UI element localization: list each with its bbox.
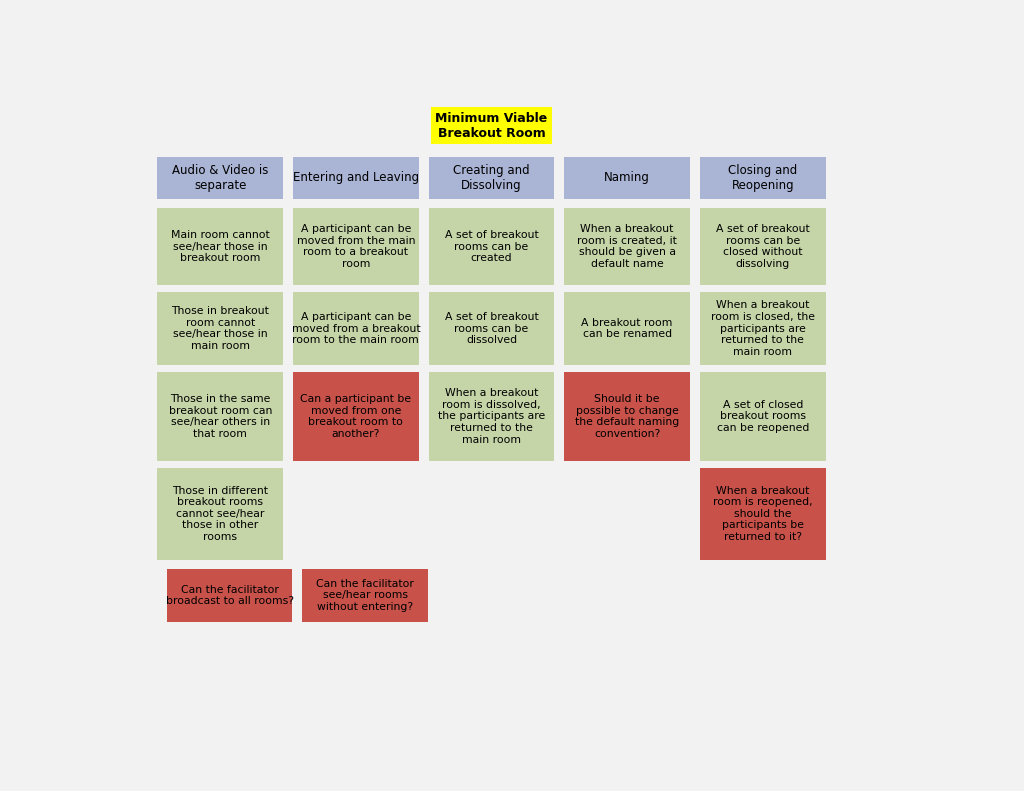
- Text: A set of breakout
rooms can be
dissolved: A set of breakout rooms can be dissolved: [444, 312, 539, 345]
- Text: A participant can be
moved from a breakout
room to the main room: A participant can be moved from a breako…: [292, 312, 420, 345]
- FancyBboxPatch shape: [293, 372, 419, 460]
- Text: Can a participant be
moved from one
breakout room to
another?: Can a participant be moved from one brea…: [300, 394, 412, 439]
- Text: A breakout room
can be renamed: A breakout room can be renamed: [582, 318, 673, 339]
- FancyBboxPatch shape: [700, 372, 825, 460]
- FancyBboxPatch shape: [564, 208, 690, 285]
- FancyBboxPatch shape: [564, 157, 690, 199]
- FancyBboxPatch shape: [429, 372, 554, 460]
- FancyBboxPatch shape: [158, 292, 283, 365]
- Text: Naming: Naming: [604, 171, 650, 184]
- Text: When a breakout
room is closed, the
participants are
returned to the
main room: When a breakout room is closed, the part…: [711, 301, 815, 357]
- FancyBboxPatch shape: [564, 372, 690, 460]
- FancyBboxPatch shape: [158, 157, 283, 199]
- Text: Those in different
breakout rooms
cannot see/hear
those in other
rooms: Those in different breakout rooms cannot…: [172, 486, 268, 542]
- FancyBboxPatch shape: [431, 108, 552, 144]
- Text: When a breakout
room is created, it
should be given a
default name: When a breakout room is created, it shou…: [578, 224, 677, 269]
- Text: A participant can be
moved from the main
room to a breakout
room: A participant can be moved from the main…: [297, 224, 415, 269]
- FancyBboxPatch shape: [700, 208, 825, 285]
- Text: Can the facilitator
broadcast to all rooms?: Can the facilitator broadcast to all roo…: [166, 585, 294, 606]
- FancyBboxPatch shape: [158, 208, 283, 285]
- Text: When a breakout
room is reopened,
should the
participants be
returned to it?: When a breakout room is reopened, should…: [713, 486, 812, 542]
- Text: Can the facilitator
see/hear rooms
without entering?: Can the facilitator see/hear rooms witho…: [316, 579, 414, 612]
- FancyBboxPatch shape: [293, 292, 419, 365]
- FancyBboxPatch shape: [293, 157, 419, 199]
- FancyBboxPatch shape: [564, 292, 690, 365]
- Text: Entering and Leaving: Entering and Leaving: [293, 171, 419, 184]
- FancyBboxPatch shape: [700, 292, 825, 365]
- FancyBboxPatch shape: [700, 157, 825, 199]
- FancyBboxPatch shape: [158, 467, 283, 560]
- Text: Those in the same
breakout room can
see/hear others in
that room: Those in the same breakout room can see/…: [169, 394, 272, 439]
- FancyBboxPatch shape: [293, 208, 419, 285]
- Text: When a breakout
room is dissolved,
the participants are
returned to the
main roo: When a breakout room is dissolved, the p…: [438, 388, 545, 445]
- FancyBboxPatch shape: [167, 570, 292, 622]
- Text: Main room cannot
see/hear those in
breakout room: Main room cannot see/hear those in break…: [171, 230, 269, 263]
- FancyBboxPatch shape: [302, 570, 428, 622]
- Text: A set of breakout
rooms can be
created: A set of breakout rooms can be created: [444, 230, 539, 263]
- Text: Should it be
possible to change
the default naming
convention?: Should it be possible to change the defa…: [574, 394, 679, 439]
- Text: Audio & Video is
separate: Audio & Video is separate: [172, 164, 268, 191]
- FancyBboxPatch shape: [158, 372, 283, 460]
- FancyBboxPatch shape: [429, 292, 554, 365]
- FancyBboxPatch shape: [700, 467, 825, 560]
- Text: A set of closed
breakout rooms
can be reopened: A set of closed breakout rooms can be re…: [717, 399, 809, 433]
- Text: Closing and
Reopening: Closing and Reopening: [728, 164, 798, 191]
- Text: A set of breakout
rooms can be
closed without
dissolving: A set of breakout rooms can be closed wi…: [716, 224, 810, 269]
- FancyBboxPatch shape: [429, 208, 554, 285]
- FancyBboxPatch shape: [429, 157, 554, 199]
- Text: Those in breakout
room cannot
see/hear those in
main room: Those in breakout room cannot see/hear t…: [171, 306, 269, 351]
- Text: Minimum Viable
Breakout Room: Minimum Viable Breakout Room: [435, 112, 548, 140]
- Text: Creating and
Dissolving: Creating and Dissolving: [454, 164, 529, 191]
